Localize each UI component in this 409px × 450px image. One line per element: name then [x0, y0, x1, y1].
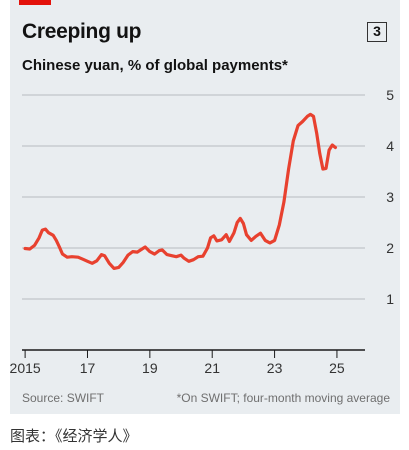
y-tick-labels: 1 2 3 4 5	[386, 87, 394, 307]
y-tick-label: 4	[386, 138, 394, 154]
chart-card: Creeping up 3 Chinese yuan, % of global …	[10, 0, 400, 414]
x-tick-label: 19	[142, 360, 158, 376]
series-group	[23, 112, 337, 270]
footnote: *On SWIFT; four-month moving average	[176, 391, 390, 405]
chart-title: Creeping up	[22, 20, 142, 43]
x-tick-label: 17	[80, 360, 96, 376]
source-note: Source: SWIFT	[22, 391, 105, 405]
y-tick-label: 3	[386, 189, 394, 205]
y-tick-label: 1	[386, 291, 394, 307]
chart-subtitle: Chinese yuan, % of global payments*	[22, 57, 288, 74]
chart-number-badge: 3	[367, 22, 387, 42]
y-tick-label: 2	[386, 240, 394, 256]
x-axis: 2015 17 19 21 23 25	[10, 349, 365, 376]
y-tick-label: 5	[386, 87, 394, 103]
gridlines	[22, 94, 365, 300]
x-tick-label: 21	[204, 360, 220, 376]
brand-accent-bar	[19, 0, 51, 5]
series-line	[23, 112, 337, 270]
image-caption: 图表：《经济学人》	[10, 428, 138, 445]
x-tick-label: 2015	[10, 360, 41, 376]
x-tick-label: 25	[329, 360, 345, 376]
x-tick-label: 23	[267, 360, 283, 376]
